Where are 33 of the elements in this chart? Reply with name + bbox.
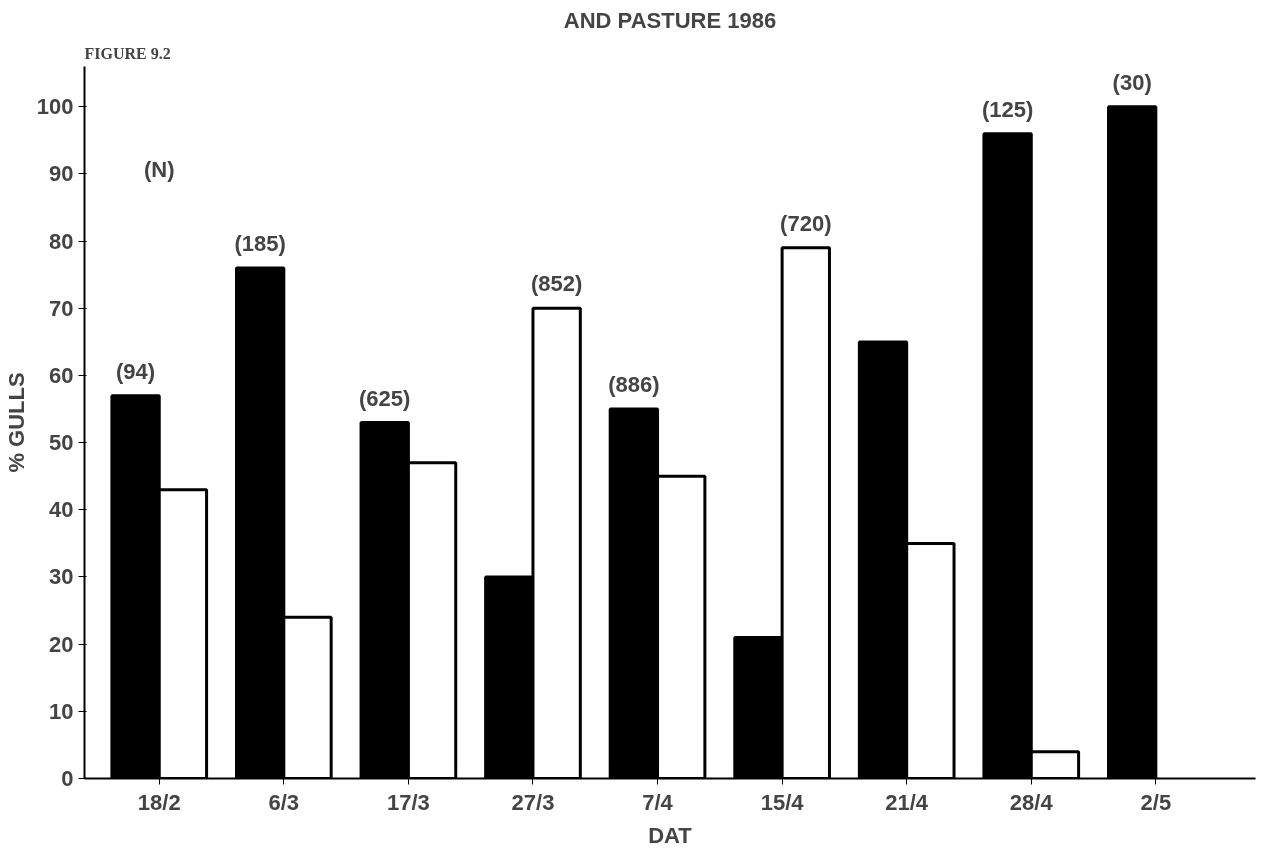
y-tick-label: 90	[49, 161, 74, 187]
x-tick-label: 2/5	[1140, 789, 1172, 815]
annotation: (125)	[981, 96, 1034, 122]
caption: FIGURE 9.2	[84, 44, 171, 62]
annotation: (94)	[116, 358, 156, 384]
x-tick-label: 7/4	[642, 789, 674, 815]
annotation: (30)	[1112, 69, 1152, 95]
y-tick-label: 0	[61, 766, 74, 791]
annotation: (625)	[359, 385, 411, 411]
x-axis-title: DAT	[648, 822, 693, 848]
y-tick-label: 50	[49, 430, 74, 456]
y-axis-title: % GULLS	[3, 372, 29, 473]
x-tick-label: 18/2	[137, 789, 181, 815]
x-tick-label: 17/3	[386, 789, 430, 815]
y-tick-label: 30	[49, 564, 74, 590]
y-tick-label: 100	[36, 94, 74, 120]
annotation: (185)	[234, 231, 286, 257]
y-tick-label: 10	[49, 698, 74, 724]
annotation: (720)	[780, 210, 832, 236]
y-tick-label: 70	[49, 295, 74, 321]
y-tick-label: 60	[49, 362, 74, 388]
chart-title: AND PASTURE 1986	[563, 7, 777, 33]
annotation: (852)	[530, 271, 583, 297]
y-tick-label: 20	[49, 631, 74, 657]
y-tick-label: 40	[49, 497, 74, 523]
x-tick-label: 6/3	[268, 789, 300, 815]
x-tick-label: 21/4	[885, 789, 929, 815]
annotation: (886)	[608, 372, 660, 398]
x-tick-label: 27/3	[511, 789, 555, 815]
x-tick-label: 28/4	[1009, 789, 1054, 815]
y-tick-label: 80	[49, 228, 74, 254]
annotation: (N)	[143, 157, 175, 183]
x-tick-label: 15/4	[760, 789, 805, 815]
